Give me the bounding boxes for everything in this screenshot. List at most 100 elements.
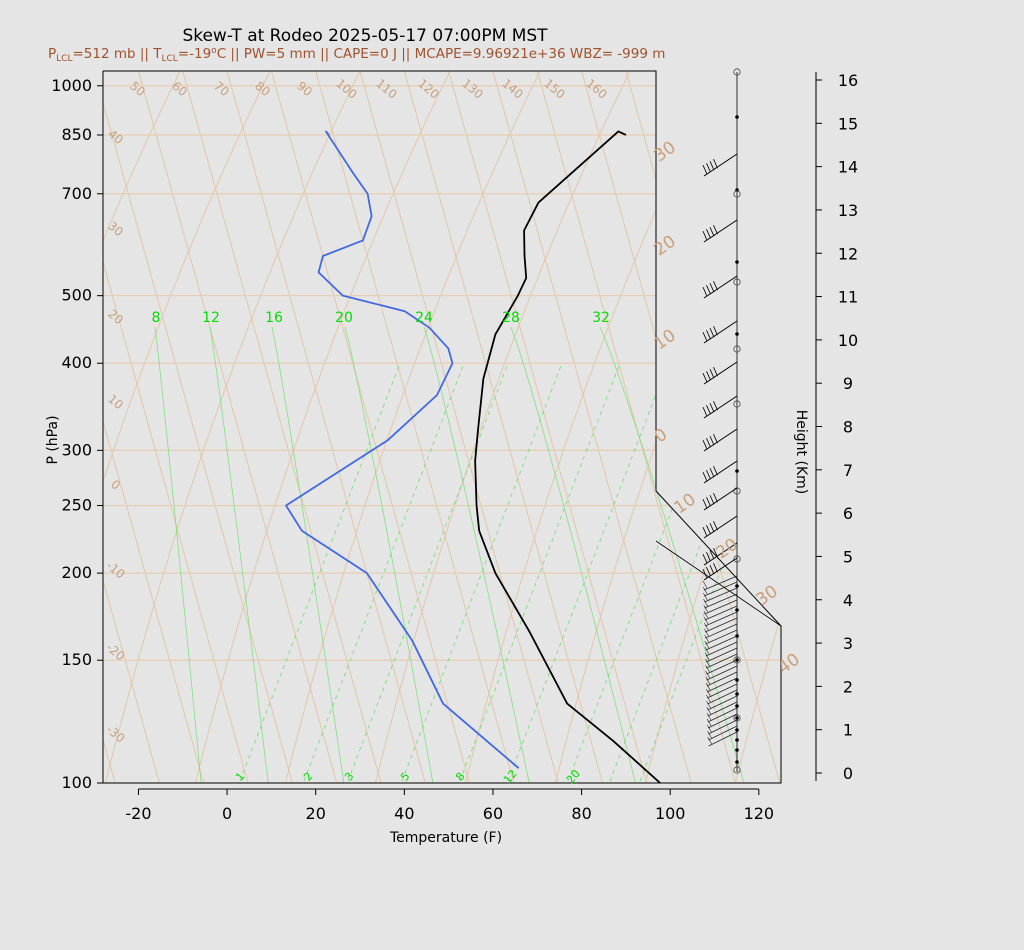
wind-level-ring: [733, 656, 741, 664]
wind-barb: [705, 617, 738, 633]
pressure-tick-label: 1000: [51, 76, 92, 95]
isotherm-label: 160: [583, 76, 610, 101]
wind-barb: [703, 361, 738, 385]
x-tick-label: 40: [394, 804, 414, 823]
height-axis-label: Height (Km): [793, 410, 809, 494]
isotherm-line: [448, 71, 648, 783]
isotherm-line: [847, 71, 1024, 783]
isotherm-line: [714, 71, 781, 783]
height-tick-label: 10: [838, 331, 858, 350]
wind-barb-feather: [702, 499, 708, 509]
wind-barb: [707, 695, 738, 711]
wind-barb: [703, 575, 738, 591]
wind-barb: [704, 593, 738, 609]
wind-barb-feather: [706, 567, 711, 577]
wind-level-dot: [735, 738, 739, 742]
wind-level-dot: [735, 469, 739, 473]
wind-barb-feather: [703, 622, 709, 631]
wind-barb-feather: [702, 554, 708, 564]
x-tick-label: 0: [222, 804, 232, 823]
wind-barb: [706, 665, 738, 681]
wind-level-ring: [733, 190, 741, 198]
wind-level-ring: [733, 487, 741, 495]
wind-level-ring: [733, 345, 741, 353]
isotherm-line: [103, 71, 249, 783]
isotherm-line: [669, 71, 781, 783]
wind-level-ring: [733, 766, 741, 774]
mixing-ratio-line: [303, 363, 465, 782]
wind-barb-feather: [706, 371, 711, 381]
wind-barb-feather: [706, 405, 711, 415]
profile-lines: [285, 130, 661, 783]
wind-barb-feather: [703, 610, 709, 619]
wind-barb-feather: [705, 676, 711, 685]
moist-adiabat: [271, 326, 345, 783]
isotherm-line: [492, 71, 692, 783]
wind-barb-feather: [706, 706, 712, 715]
wind-barb-feather: [709, 161, 715, 171]
wind-barb-feather: [713, 401, 718, 411]
dry-adiabat: [103, 71, 181, 783]
temperature-line: [474, 130, 661, 783]
wind-barb-feather: [713, 367, 718, 377]
wind-barb-feather: [702, 407, 708, 417]
wind-barb: [706, 671, 738, 687]
pressure-tick-label: 250: [61, 496, 92, 515]
mixing-ratio-label: 3: [342, 770, 356, 784]
wind-level-dot: [735, 260, 739, 264]
height-tick-label: 7: [843, 461, 853, 480]
isotherm-line: [980, 71, 1024, 783]
moist-adiabat-label: 32: [592, 310, 610, 326]
wind-barb-feather: [702, 586, 708, 595]
moist-adiabat-label: 8: [152, 310, 161, 326]
height-tick-label: 2: [843, 677, 853, 696]
pressure-tick-label: 100: [61, 773, 92, 792]
height-tick-label: 11: [838, 288, 858, 307]
wind-level-dot: [735, 692, 739, 696]
wind-barb: [705, 629, 738, 645]
isotherm-line: [892, 71, 1024, 783]
wind-barb: [705, 623, 738, 639]
mixing-ratio-line: [347, 363, 509, 782]
wind-barb-feather: [702, 165, 708, 175]
wind-barb-feather: [705, 682, 711, 691]
wind-barb: [707, 701, 738, 717]
height-tick-label: 4: [843, 591, 853, 610]
isotherm-label: 40: [105, 127, 126, 148]
isotherm-line: [103, 71, 205, 783]
x-tick-label: 100: [655, 804, 686, 823]
moist-adiabat-label: 16: [265, 310, 283, 326]
isotherm-label: 20: [105, 307, 126, 328]
wind-barb: [707, 689, 738, 705]
isotherm-label: 0: [651, 425, 671, 448]
wind-barb-feather: [702, 332, 708, 342]
wind-level-ring: [733, 68, 741, 76]
dry-adiabat: [915, 71, 1024, 783]
wind-barb-feather: [704, 634, 709, 643]
isotherm-line: [103, 71, 160, 783]
wind-barb-feather: [702, 231, 708, 241]
isotherm-label: 10: [105, 392, 126, 413]
moist-adiabat: [344, 326, 434, 783]
wind-barb-feather: [702, 373, 708, 383]
isotherm-label: 110: [373, 76, 400, 101]
mixing-ratio-line: [567, 363, 729, 782]
isotherm-line: [137, 71, 338, 783]
isotherm-label: 50: [127, 79, 148, 100]
wind-barb-feather: [703, 598, 708, 607]
isotherm-line: [0, 71, 26, 783]
pressure-tick-label: 850: [61, 125, 92, 144]
wind-level-ring: [733, 714, 741, 722]
height-tick-label: 3: [843, 634, 853, 653]
pressure-tick-label: 300: [61, 440, 92, 459]
wind-barb: [707, 713, 738, 729]
wind-level-dot: [735, 760, 739, 764]
wind-barb-feather: [709, 495, 715, 505]
wind-barb-feather: [706, 330, 711, 340]
height-tick-label: 12: [838, 244, 858, 263]
wind-barb-feather: [709, 550, 715, 560]
height-tick-label: 9: [843, 374, 853, 393]
wind-barb-feather: [713, 548, 718, 558]
wind-barb-feather: [703, 604, 708, 613]
dry-adiabat: [103, 71, 271, 783]
